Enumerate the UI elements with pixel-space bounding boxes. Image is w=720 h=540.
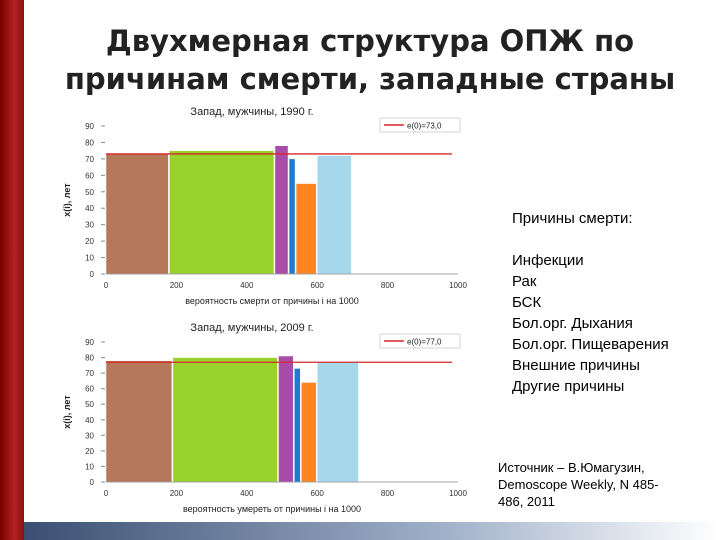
chart-2-bar-3 [294,368,301,483]
chart-1-ytick-label: 90 [85,122,94,131]
chart-2-xtick-label: 200 [170,489,184,498]
source-note: Источник – В.Юмагузин, Demoscope Weekly,… [498,459,708,510]
chart-1-bar-3 [288,158,296,275]
bottom-accent-bar [24,522,720,540]
chart-2-ref-legend-label: e(0)=77,0 [407,338,442,347]
chart-2-bar-0 [105,360,173,483]
chart-2-ytick-label: 10 [85,462,94,471]
legend-heading: Причины смерти: [512,210,633,227]
chart-1-xtick-label: 200 [170,281,184,290]
chart-1-bar-5 [316,155,352,275]
chart-1-ytick-label: 30 [85,221,94,230]
chart-1-ytick-label: 60 [85,171,94,180]
chart-1-ytick-label: 0 [90,270,95,279]
chart-2-ytick-label: 80 [85,354,94,363]
chart-1-ytick-label: 10 [85,254,94,263]
chart-2-bar-5 [316,361,359,483]
slide-title-line2: причинам смерти, западные страны [64,62,676,96]
chart-2-ytick-label: 20 [85,447,94,456]
chart-2-ytick-label: 50 [85,400,94,409]
chart-2-xtick-label: 400 [240,489,254,498]
chart-2-x-axis-label: вероятность умереть от причины i на 1000 [183,504,361,514]
left-accent-bar [0,0,24,540]
chart-2-xtick-label: 600 [311,489,325,498]
chart-1-ytick-label: 40 [85,204,94,213]
legend-item-other: Другие причины [512,378,625,395]
chart-2-ytick-label: 30 [85,431,94,440]
source-line1: Источник – В.Юмагузин, [498,460,645,475]
legend-item-respiratory: Бол.орг. Дыхания [512,315,633,332]
chart-1-ref-legend-box [379,117,461,133]
chart-1990: Запад, мужчины, 1990 г. 0 10 20 30 40 50 60 70 80… [58,102,478,312]
chart-1-ytick-label: 70 [85,155,94,164]
legend-item-infections: Инфекции [512,252,584,269]
chart-2-bar-1 [172,357,278,483]
chart-1-title: Запад, мужчины, 1990 г. [190,106,313,118]
legend-item-digestive: Бол.орг. Пищеварения [512,336,669,353]
chart-2-y-axis-label: x(i), лет [62,395,72,429]
chart-1-bar-1 [169,150,275,275]
chart-2-ytick-label: 0 [90,478,95,487]
chart-1-bar-0 [105,153,169,275]
slide-title: Двухмерная структура ОПЖ по причинам сме… [40,22,700,98]
source-line3: 486, 2011 [498,494,555,509]
legend-item-cardiovascular: БСК [512,294,542,311]
chart-2-ytick-label: 90 [85,338,94,347]
legend-item-cancer: Рак [512,273,537,290]
chart-1-xtick-label: 1000 [449,281,467,290]
chart-1-xtick-label: 0 [104,281,109,290]
chart-1-ytick-label: 20 [85,237,94,246]
chart-2-ytick-label: 40 [85,416,94,425]
chart-1-y-axis-label: x(i), лет [62,183,72,217]
chart-1-bar-2 [274,145,289,275]
chart-1-bar-4 [295,183,317,275]
causes-legend: Причины смерти: Инфекции Рак БСК Бол.орг… [512,208,712,397]
chart-1990-svg: Запад, мужчины, 1990 г. 0 10 20 30 40 50 60 70 80… [62,106,467,306]
chart-2-ytick-label: 60 [85,385,94,394]
legend-item-external: Внешние причины [512,357,640,374]
chart-2-ytick-label: 70 [85,369,94,378]
chart-2009-svg: Запад, мужчины, 2009 г. 0 10 20 30 40 50 60 70 80… [62,322,467,514]
chart-1-ytick-label: 80 [85,138,94,147]
chart-2-ref-legend-box [379,333,461,349]
chart-2-bar-4 [301,382,317,483]
chart-2-title: Запад, мужчины, 2009 г. [190,322,313,334]
chart-1-ytick-label: 50 [85,188,94,197]
slide-title-line1: Двухмерная структура ОПЖ по [105,24,635,58]
chart-2009: Запад, мужчины, 2009 г. 0 10 20 30 40 50 60 70 80… [58,318,478,520]
chart-1-xtick-label: 600 [311,281,325,290]
chart-1-x-axis-label: вероятность смерти от причины i на 1000 [185,296,359,306]
chart-2-xtick-label: 800 [381,489,395,498]
source-line2: Demoscope Weekly, N 485- [498,477,659,492]
chart-2-bar-2 [278,355,294,483]
chart-1-xtick-label: 800 [381,281,395,290]
chart-1-ref-legend-label: e(0)=73,0 [407,122,442,131]
chart-1-xtick-label: 400 [240,281,254,290]
chart-2-xtick-label: 1000 [449,489,467,498]
chart-2-xtick-label: 0 [104,489,109,498]
